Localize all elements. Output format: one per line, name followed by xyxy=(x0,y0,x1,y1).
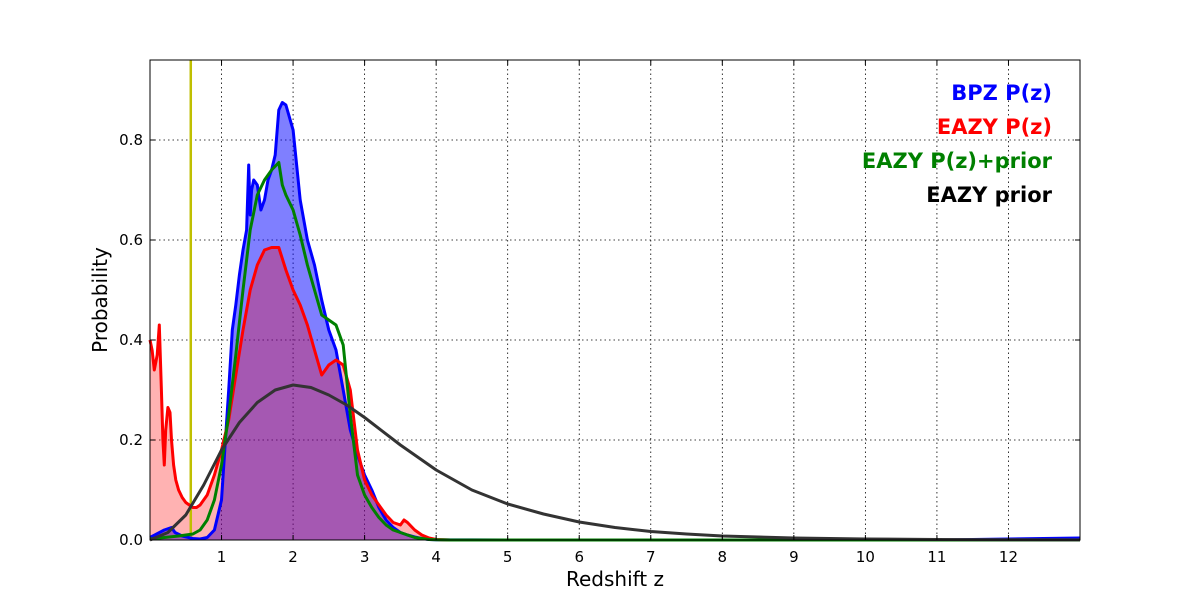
x-tick-label: 3 xyxy=(360,548,370,566)
plot-frame xyxy=(149,59,1081,541)
legend-entry-bpz-p-z: BPZ P(z) xyxy=(951,81,1052,105)
eazy-p-z-prior-line xyxy=(149,161,1080,542)
series-fills xyxy=(150,102,1080,540)
legend-entry-eazy-p-z-prior: EAZY P(z)+prior xyxy=(862,149,1053,173)
x-tick-label: 8 xyxy=(718,548,728,566)
eazy-p-z-fill xyxy=(150,247,1080,540)
bpz-p-z-fill xyxy=(150,102,1080,540)
y-tick-label: 0.2 xyxy=(119,431,143,449)
y-tick-label: 0.6 xyxy=(119,231,143,249)
x-tick-label: 4 xyxy=(431,548,441,566)
y-tick-label: 0.0 xyxy=(119,531,143,549)
y-tick-label: 0.8 xyxy=(119,131,143,149)
x-tick-label: 12 xyxy=(999,548,1018,566)
x-tick-label: 6 xyxy=(574,548,584,566)
y-axis-label: Probability xyxy=(88,247,112,353)
x-tick-label: 9 xyxy=(789,548,799,566)
x-tick-label: 1 xyxy=(217,548,227,566)
eazy-prior-line xyxy=(149,383,1081,542)
x-tick-label: 11 xyxy=(927,548,946,566)
eazy-p-z-line xyxy=(148,246,1080,542)
ticks xyxy=(150,60,1080,541)
x-tick-label: 10 xyxy=(856,548,875,566)
grid xyxy=(150,60,1080,541)
x-tick-label: 5 xyxy=(503,548,513,566)
x-tick-label: 7 xyxy=(646,548,656,566)
legend: BPZ P(z) EAZY P(z) EAZY P(z)+prior EAZY pri… xyxy=(862,81,1053,207)
legend-entry-eazy-prior: EAZY prior xyxy=(926,183,1052,207)
legend-entry-eazy-p-z: EAZY P(z) xyxy=(937,115,1052,139)
x-tick-label: 2 xyxy=(288,548,298,566)
y-tick-label: 0.4 xyxy=(119,331,143,349)
tick-labels: 1 2 3 4 5 6 7 8 9 10 11 120.00.20.40.60.8 xyxy=(119,131,1018,566)
x-axis-label: Redshift z xyxy=(566,567,664,591)
